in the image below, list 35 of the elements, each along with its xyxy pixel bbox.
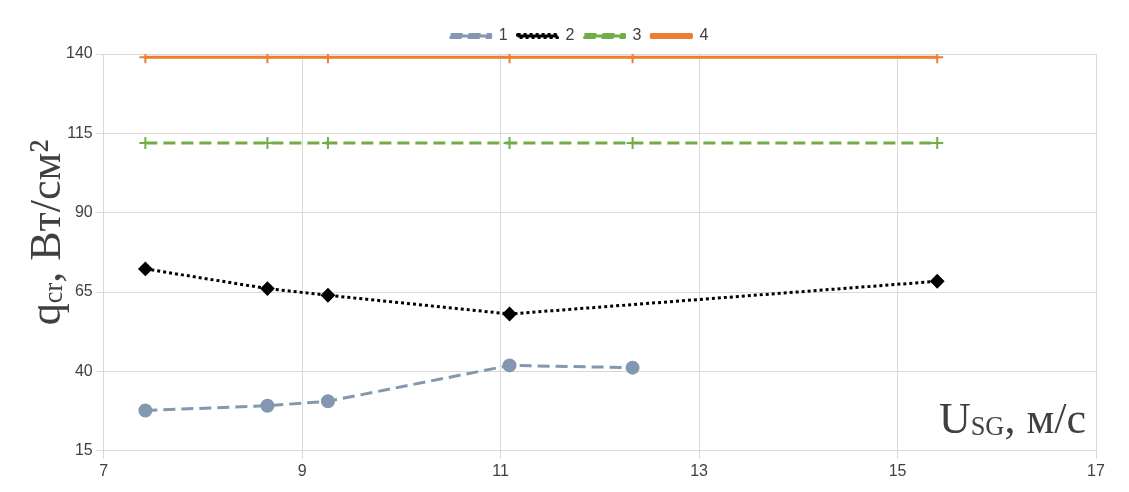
point — [502, 54, 517, 65]
legend-label: 4 — [699, 26, 709, 44]
y-axis-title: qcr, Вт/см² — [21, 139, 70, 326]
point — [502, 306, 517, 321]
legend-label: 3 — [632, 26, 642, 44]
x-tick-label: 9 — [297, 461, 307, 479]
point — [260, 54, 275, 65]
point — [260, 398, 275, 413]
point — [320, 394, 335, 409]
x-tick-label: 15 — [888, 461, 907, 479]
y-tick-label: 90 — [74, 203, 93, 221]
point — [930, 135, 945, 150]
x-tick-label: 13 — [690, 461, 709, 479]
point — [930, 54, 945, 65]
x-tick-label: 17 — [1087, 461, 1105, 479]
y-tick-label: 65 — [74, 282, 93, 300]
legend-label: 2 — [565, 26, 575, 44]
point — [320, 288, 335, 303]
y-tick-label: 115 — [67, 123, 93, 141]
x-tick-label: 11 — [492, 461, 510, 479]
x-axis-title: USG, м/с — [938, 393, 1087, 443]
point — [625, 360, 640, 375]
point — [138, 54, 153, 65]
y-tick-label: 15 — [74, 441, 93, 459]
point — [320, 54, 335, 65]
y-tick-label: 140 — [65, 44, 93, 62]
legend-label: 1 — [498, 26, 508, 44]
point — [930, 274, 945, 289]
point — [502, 358, 517, 373]
point — [625, 54, 640, 65]
point — [138, 261, 153, 276]
point — [260, 281, 275, 296]
y-tick-label: 40 — [74, 361, 93, 379]
point — [138, 403, 153, 418]
x-tick-label: 7 — [99, 461, 109, 479]
